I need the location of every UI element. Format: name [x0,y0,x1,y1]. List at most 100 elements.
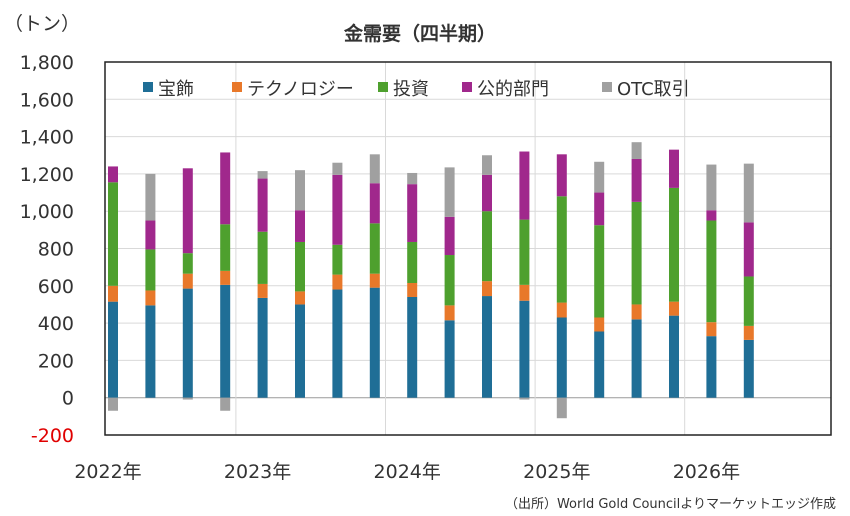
bar-segment [220,224,231,271]
bar-segment [108,397,118,411]
bar-segment [706,210,717,221]
bar-segment [594,161,605,193]
bar-segment [145,249,156,291]
bar-segment [257,297,268,398]
legend-label: テクノロジー [247,79,354,100]
bar-segment [295,241,305,292]
bar-segment [669,315,679,398]
y-tick-label: 1,600 [20,89,74,111]
bar-segment [594,192,605,226]
bar-segment [145,290,156,306]
legend-label: 投資 [393,79,429,100]
bar-segment [482,281,492,297]
legend-swatch [232,82,242,92]
legend-swatch [378,82,388,92]
bar-segment [519,284,530,301]
bar-segment [108,182,118,286]
bar-segment [145,173,156,221]
bar-segment [594,331,605,398]
bar-segment [482,155,492,175]
bar-segment [706,336,717,398]
bar-segment [444,167,455,217]
legend: 宝飾 テクノロジー 投資 公的部門 OTC取引 [143,79,690,100]
bar-segment [631,142,642,159]
bar-segment [182,397,193,400]
x-year-label: 2026年 [673,461,740,483]
bar-segment [407,172,418,185]
bar-segment [444,320,455,398]
x-year-label: 2022年 [74,461,141,483]
bar-segment [407,184,418,242]
bar-segment [295,210,305,242]
legend-label: 公的部門 [477,79,549,100]
bar-segment [706,220,717,323]
y-axis-ticks: 1,800 1,600 1,400 1,200 1,000 800 600 400 200 0 -2… [20,52,74,447]
y-tick-label: 600 [38,276,74,298]
bar-segment [669,301,679,316]
bar-segment [369,287,380,398]
bar-segment [182,288,193,398]
y-tick-label: 400 [38,313,74,335]
bar-segment [743,325,754,340]
bar-segment [594,317,605,332]
bar-segment [743,339,754,398]
bar-segment [631,201,642,305]
bar-segment [444,216,455,256]
bar-segment [556,154,567,197]
bar-segment [669,149,679,188]
bar-segment [519,300,530,398]
bar-segment [182,273,193,289]
bar-segment [706,322,717,337]
bar-segment [220,152,231,225]
y-tick-label: 200 [38,350,74,372]
bar-segment [631,304,642,320]
bar-segment [332,162,343,175]
y-tick-label: 800 [38,239,74,261]
bar-segment [519,219,530,285]
bar-segment [631,158,642,202]
bar-segment [332,244,343,275]
bar-segment [482,211,492,282]
bar-segment [519,397,530,400]
bar-segment [743,222,754,277]
bar-series [108,142,754,419]
bar-segment [369,223,380,274]
bar-segment [482,296,492,398]
bar-segment [182,253,193,274]
bar-segment [108,285,118,302]
bar-segment [706,164,717,211]
bar-segment [257,171,268,179]
bar-segment [743,276,754,326]
x-year-label: 2023年 [224,461,291,483]
bar-segment [295,304,305,398]
bar-segment [332,274,343,290]
bar-segment [257,231,268,284]
bar-segment [407,296,418,398]
chart-title: 金需要（四半期） [343,22,496,45]
bar-segment [220,270,231,285]
legend-label: OTC取引 [617,79,690,100]
bar-segment [145,305,156,398]
legend-swatch [143,82,153,92]
x-year-label: 2024年 [374,461,441,483]
bar-segment [332,174,343,245]
legend-swatch [462,82,472,92]
bar-segment [594,225,605,318]
bar-segment [220,397,231,411]
bar-segment [631,319,642,398]
gridlines [105,62,831,435]
y-tick-label: 1,000 [20,201,74,223]
y-unit-label: （トン） [4,13,80,35]
bar-segment [444,305,455,321]
bar-segment [407,283,418,297]
bar-segment [145,220,156,250]
legend-label: 宝飾 [158,79,194,100]
bar-segment [295,291,305,305]
bar-segment [556,196,567,303]
bar-segment [556,317,567,398]
legend-swatch [602,82,612,92]
bar-segment [257,178,268,232]
bar-segment [369,183,380,224]
y-tick-label: 1,400 [20,127,74,149]
